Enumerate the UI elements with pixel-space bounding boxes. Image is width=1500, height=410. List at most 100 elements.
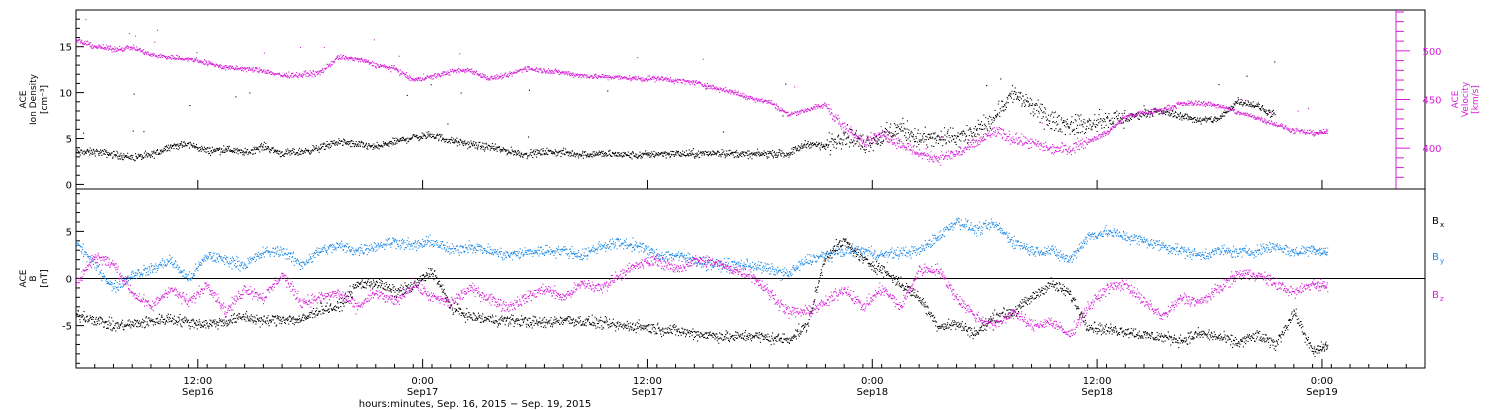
- data-point: [163, 55, 165, 57]
- data-point: [922, 133, 924, 135]
- data-point: [161, 149, 163, 151]
- data-point: [462, 69, 464, 71]
- data-point: [1122, 121, 1124, 123]
- data-point: [831, 112, 833, 114]
- data-point: [499, 151, 501, 153]
- data-point: [963, 140, 965, 142]
- data-point: [853, 140, 855, 142]
- data-point: [1146, 112, 1148, 114]
- data-point: [1251, 106, 1253, 108]
- data-point: [685, 150, 687, 152]
- data-point: [1105, 134, 1107, 136]
- data-point: [835, 114, 837, 116]
- data-point: [750, 153, 752, 155]
- data-point: [1032, 111, 1034, 113]
- data-point: [899, 140, 901, 142]
- data-point: [1007, 98, 1009, 100]
- data-point: [205, 63, 207, 65]
- data-point: [1197, 121, 1199, 123]
- data-point: [895, 138, 897, 140]
- data-point: [927, 146, 929, 148]
- data-point: [475, 72, 477, 74]
- data-point: [875, 143, 877, 145]
- data-point: [173, 144, 175, 146]
- data-point: [620, 75, 622, 77]
- data-point: [526, 70, 528, 72]
- data-point: [970, 141, 972, 143]
- data-point: [237, 150, 239, 152]
- data-point: [923, 151, 925, 153]
- data-point: [1139, 112, 1141, 114]
- data-point: [447, 141, 449, 143]
- data-point: [1264, 111, 1266, 113]
- data-point: [464, 140, 466, 142]
- data-point: [673, 151, 675, 153]
- data-point: [811, 142, 813, 144]
- data-point: [1026, 97, 1028, 99]
- data-point: [445, 71, 447, 73]
- data-point: [153, 53, 155, 55]
- data-point: [1165, 114, 1167, 116]
- data-point: [882, 129, 884, 131]
- data-point: [137, 153, 139, 155]
- data-point: [1188, 116, 1190, 118]
- data-point: [819, 105, 821, 107]
- data-point: [284, 152, 286, 154]
- data-point: [1263, 110, 1265, 112]
- data-point: [832, 118, 834, 120]
- data-point: [81, 39, 83, 41]
- data-point: [316, 147, 318, 149]
- data-point: [1065, 121, 1067, 123]
- data-point: [958, 139, 960, 141]
- data-point: [740, 152, 742, 154]
- data-point: [857, 135, 859, 137]
- data-point: [676, 80, 678, 82]
- data-point: [1162, 112, 1164, 114]
- data-point: [358, 58, 360, 60]
- data-point: [489, 145, 491, 147]
- data-point: [1003, 132, 1005, 134]
- data-point: [253, 153, 255, 155]
- data-point: [993, 131, 995, 133]
- data-point: [722, 88, 724, 90]
- data-point: [798, 146, 800, 148]
- data-point: [557, 72, 559, 74]
- data-point: [341, 140, 343, 142]
- data-point: [1143, 112, 1145, 114]
- data-point: [466, 142, 468, 144]
- data-point: [418, 79, 420, 81]
- data-point: [1091, 139, 1093, 141]
- data-point: [741, 156, 743, 158]
- data-point: [746, 153, 748, 155]
- data-point: [868, 150, 870, 152]
- data-point: [853, 137, 855, 139]
- data-point: [834, 138, 836, 140]
- data-point: [813, 106, 815, 108]
- data-point: [988, 130, 990, 132]
- data-point: [919, 141, 921, 143]
- data-point: [158, 153, 160, 155]
- data-point: [952, 152, 954, 154]
- data-point: [990, 116, 992, 118]
- data-point: [711, 85, 713, 87]
- data-point: [724, 157, 726, 159]
- data-point: [350, 140, 352, 142]
- data-point: [229, 68, 231, 70]
- data-point: [511, 149, 513, 151]
- data-point: [756, 97, 758, 99]
- data-point: [222, 150, 224, 152]
- data-point: [806, 143, 808, 145]
- data-point: [192, 58, 194, 60]
- data-point: [464, 72, 466, 74]
- data-point: [128, 46, 130, 48]
- data-point: [1017, 143, 1019, 145]
- data-point: [374, 63, 376, 65]
- data-point: [295, 73, 297, 75]
- data-point: [980, 123, 982, 125]
- data-point: [367, 60, 369, 62]
- data-point: [1164, 107, 1166, 109]
- y-tick-label-plasma: 10: [59, 89, 72, 100]
- data-point: [791, 148, 793, 150]
- data-point: [1234, 101, 1236, 103]
- y-tick-label-mag: 0: [66, 275, 72, 286]
